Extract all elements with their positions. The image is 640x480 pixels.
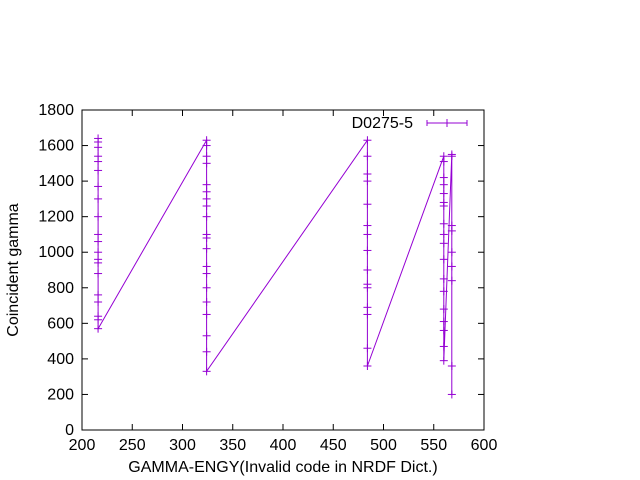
data-point [202, 244, 211, 253]
data-point [202, 262, 211, 271]
x-tick-label: 300 [169, 437, 196, 454]
y-tick-label: 1200 [38, 209, 74, 226]
data-point [439, 287, 448, 296]
data-point [439, 305, 448, 314]
data-point [94, 298, 103, 306]
y-axis-label: Coincident gamma [5, 203, 22, 337]
data-point [363, 221, 372, 230]
data-point [202, 187, 211, 196]
data-point [439, 219, 448, 228]
data-point [439, 157, 448, 166]
data-point [439, 202, 448, 210]
data-point [447, 248, 456, 257]
data-point [363, 246, 372, 255]
data-point [202, 202, 211, 210]
x-tick-label: 500 [370, 437, 397, 454]
data-point [94, 269, 103, 278]
x-tick-label: 400 [270, 437, 297, 454]
data-point [447, 226, 456, 235]
data-point [363, 344, 372, 353]
data-point [439, 317, 448, 326]
data-point [94, 230, 103, 239]
plot-frame [81, 109, 485, 431]
data-point [439, 189, 448, 198]
data-point [94, 324, 103, 333]
data-point [202, 152, 211, 161]
data-point [363, 170, 372, 178]
data-point [439, 180, 448, 189]
data-point [363, 283, 372, 292]
y-tick-label: 1600 [38, 138, 74, 155]
legend-label: D0275-5 [352, 115, 413, 132]
data-point [202, 180, 211, 189]
data-point [439, 255, 448, 264]
data-point [94, 237, 103, 246]
data-point [363, 362, 372, 370]
data-point [202, 234, 211, 242]
y-tick-label: 400 [47, 351, 74, 368]
data-point [439, 326, 448, 335]
y-tick-label: 1400 [38, 173, 74, 190]
data-point [439, 342, 448, 351]
x-tick-label: 200 [69, 437, 96, 454]
data-point [363, 152, 372, 161]
data-point [447, 276, 456, 285]
data-point [94, 248, 103, 257]
data-point [94, 315, 103, 324]
x-axis-label: GAMMA-ENGY(Invalid code in NRDF Dict.) [128, 459, 437, 476]
x-tick-label: 350 [219, 437, 246, 454]
data-point [363, 303, 372, 312]
data-point [202, 331, 211, 340]
data-point [447, 262, 456, 271]
data-point [202, 298, 211, 306]
data-point [202, 283, 211, 292]
data-point [447, 152, 456, 161]
y-tick-label: 200 [47, 386, 74, 403]
data-point [363, 230, 372, 239]
data-point [202, 141, 211, 150]
data-point [363, 266, 372, 274]
data-point [363, 177, 372, 186]
data-point [447, 390, 456, 399]
data-point [94, 182, 103, 191]
data-point [363, 200, 372, 209]
data-point [439, 274, 448, 283]
x-tick-label: 550 [420, 437, 447, 454]
data-point [202, 159, 211, 168]
legend: D0275-5 [352, 115, 468, 132]
data-point [94, 143, 103, 152]
data-point [447, 362, 456, 370]
series-group [94, 134, 456, 399]
data-point [202, 269, 211, 278]
y-tick-label: 1800 [38, 102, 74, 119]
y-ticks: 0 200 400 600 800 1000 1200 1400 1600 1800 [38, 102, 484, 439]
data-point [202, 194, 211, 203]
data-point [94, 290, 103, 299]
data-point [439, 356, 448, 365]
data-point [363, 136, 372, 145]
data-point [94, 212, 103, 221]
data-point [94, 166, 103, 175]
data-point [439, 230, 448, 239]
data-point [202, 212, 211, 221]
x-ticks: 200 250 300 350 400 450 500 550 600 [69, 110, 498, 454]
data-point [94, 194, 103, 203]
data-point [202, 347, 211, 356]
y-tick-label: 0 [65, 422, 74, 439]
x-tick-label: 600 [471, 437, 498, 454]
data-point [202, 310, 211, 319]
series-line [97, 138, 453, 395]
data-point [439, 173, 448, 182]
data-point [363, 310, 372, 319]
data-point [94, 258, 103, 267]
y-tick-label: 600 [47, 315, 74, 332]
y-tick-label: 800 [47, 280, 74, 297]
data-point [439, 239, 448, 248]
x-tick-label: 450 [320, 437, 347, 454]
x-tick-label: 250 [119, 437, 146, 454]
data-point [94, 157, 103, 166]
y-tick-label: 1000 [38, 244, 74, 261]
data-point [202, 367, 211, 376]
